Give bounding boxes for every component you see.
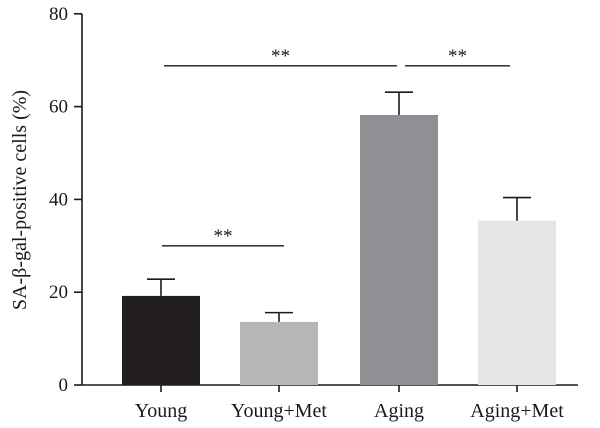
y-tick-label: 20 (49, 282, 68, 303)
significance-label: ** (271, 46, 290, 67)
plot-area: 0 20 40 60 80 Young Young+Met Aging Aging+Met ** *… (49, 4, 578, 422)
y-tick-label: 80 (49, 4, 68, 25)
y-axis-title: SA-β-gal-positive cells (%) (9, 90, 31, 310)
bar-aging (360, 114, 438, 386)
x-tick-label: Young (135, 400, 187, 422)
x-tick-label: Aging+Met (470, 400, 564, 422)
y-tick-label: 0 (59, 375, 69, 396)
bar-aging-plus-met (478, 220, 556, 385)
bar-young (122, 295, 200, 385)
y-tick-label: 60 (49, 97, 68, 118)
x-tick-label: Young+Met (231, 400, 327, 422)
y-axis-label: SA-β-gal-positive cells (%) (9, 90, 31, 310)
x-tick-label: Aging (374, 400, 424, 422)
y-tick-label: 40 (49, 189, 68, 210)
significance-label: ** (214, 226, 233, 247)
bar-young-plus-met (240, 321, 318, 385)
significance-label: ** (448, 46, 467, 67)
